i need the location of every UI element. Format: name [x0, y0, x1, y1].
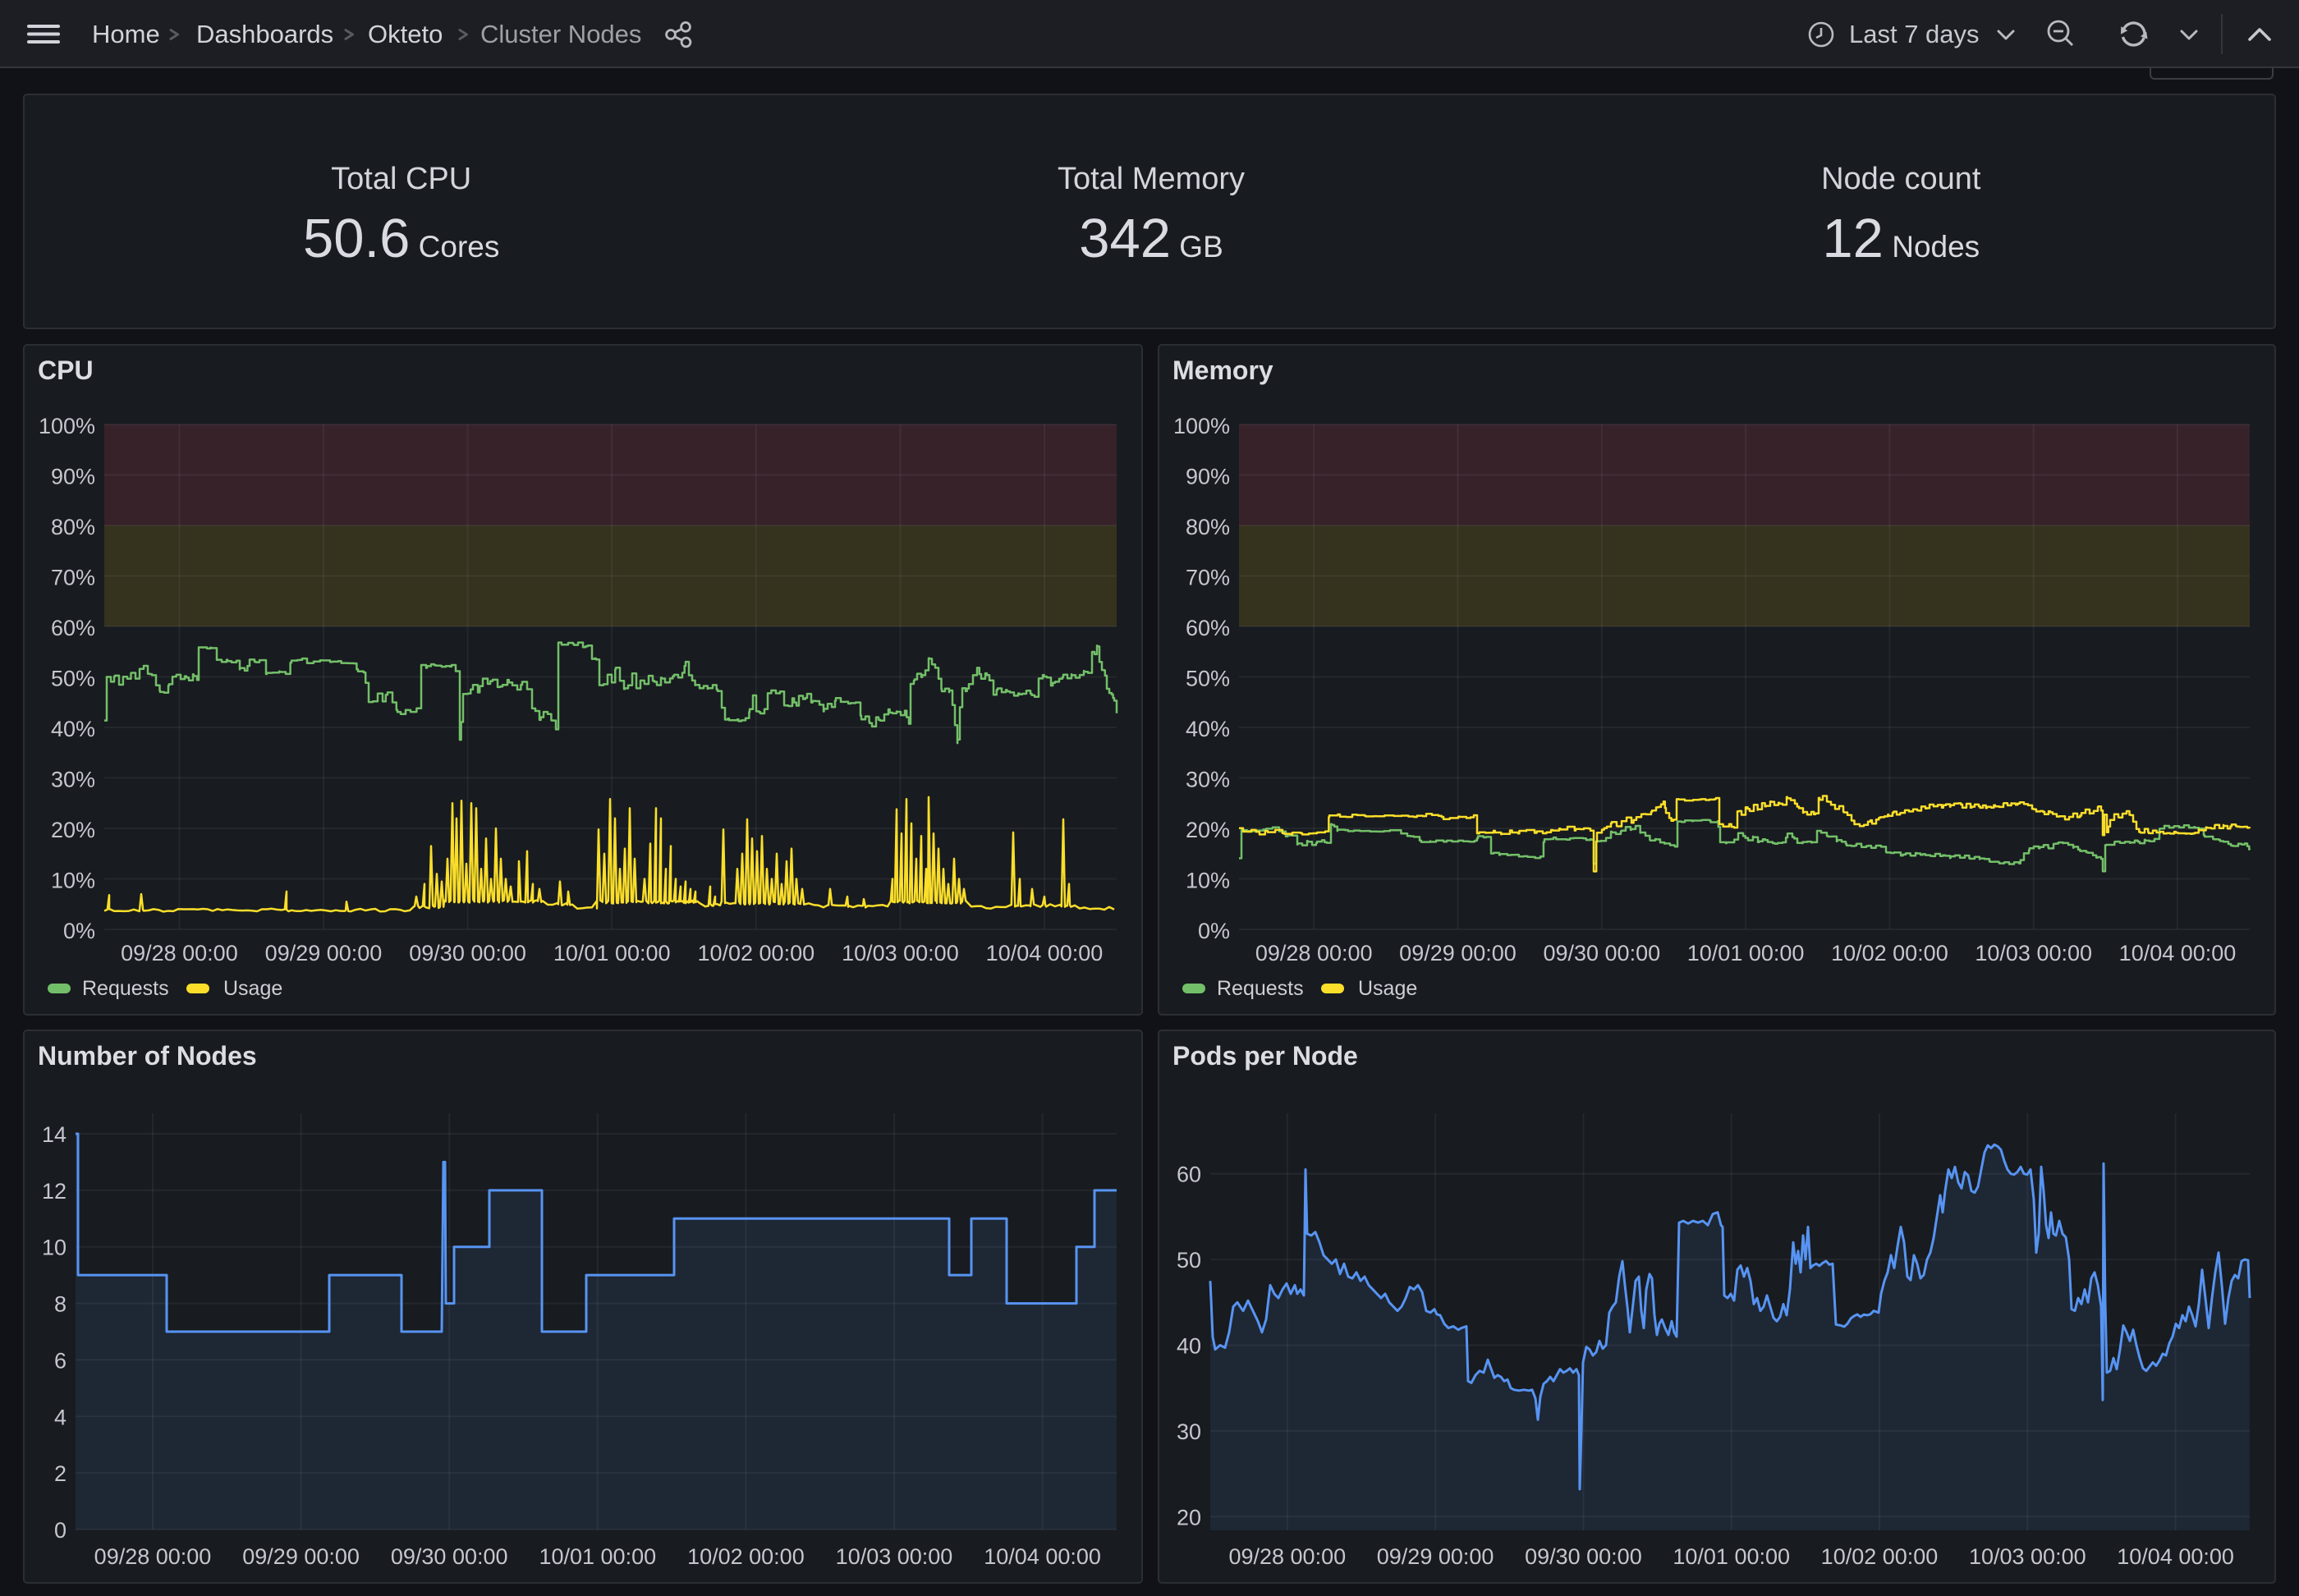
svg-text:10/03 00:00: 10/03 00:00 [1975, 941, 2092, 965]
svg-text:10: 10 [42, 1236, 67, 1260]
svg-text:90%: 90% [51, 465, 95, 489]
svg-text:70%: 70% [1186, 566, 1230, 590]
svg-text:60%: 60% [51, 616, 95, 640]
svg-text:2: 2 [54, 1461, 67, 1486]
svg-text:09/29 00:00: 09/29 00:00 [1377, 1544, 1494, 1569]
svg-text:Home: Home [92, 20, 160, 48]
svg-text:80%: 80% [51, 515, 95, 539]
svg-text:10/04 00:00: 10/04 00:00 [2119, 941, 2237, 965]
svg-text:Cluster Nodes: Cluster Nodes [480, 20, 641, 48]
svg-text:40: 40 [1177, 1334, 1201, 1359]
svg-text:Usage: Usage [223, 977, 282, 1000]
svg-text:10/03 00:00: 10/03 00:00 [842, 941, 959, 965]
svg-text:20: 20 [1177, 1505, 1201, 1530]
svg-text:100%: 100% [1173, 414, 1230, 438]
svg-text:09/28 00:00: 09/28 00:00 [1255, 941, 1373, 965]
svg-text:10%: 10% [51, 869, 95, 893]
svg-text:09/30 00:00: 09/30 00:00 [391, 1544, 508, 1569]
svg-text:Requests: Requests [82, 977, 169, 1000]
svg-text:Usage: Usage [1358, 977, 1417, 1000]
svg-text:6: 6 [54, 1348, 67, 1373]
svg-text:0%: 0% [63, 919, 95, 943]
svg-text:50%: 50% [51, 667, 95, 691]
svg-text:40%: 40% [1186, 717, 1230, 741]
svg-text:40%: 40% [51, 717, 95, 741]
svg-text:09/30 00:00: 09/30 00:00 [1543, 941, 1660, 965]
svg-text:09/29 00:00: 09/29 00:00 [1399, 941, 1517, 965]
svg-text:10/02 00:00: 10/02 00:00 [697, 941, 815, 965]
svg-text:10/03 00:00: 10/03 00:00 [836, 1544, 953, 1569]
svg-text:10/01 00:00: 10/01 00:00 [539, 1544, 656, 1569]
svg-text:100%: 100% [39, 414, 95, 438]
svg-text:14: 14 [42, 1122, 67, 1147]
svg-text:10/04 00:00: 10/04 00:00 [984, 1544, 1101, 1569]
svg-text:20%: 20% [1186, 818, 1230, 842]
svg-text:12: 12 [42, 1179, 67, 1204]
svg-text:09/28 00:00: 09/28 00:00 [121, 941, 238, 965]
svg-text:10/03 00:00: 10/03 00:00 [1969, 1544, 2086, 1569]
svg-text:10/02 00:00: 10/02 00:00 [1831, 941, 1948, 965]
svg-text:60: 60 [1177, 1163, 1201, 1187]
svg-text:09/30 00:00: 09/30 00:00 [1525, 1544, 1642, 1569]
svg-text:09/29 00:00: 09/29 00:00 [242, 1544, 360, 1569]
svg-text:10/02 00:00: 10/02 00:00 [1821, 1544, 1939, 1569]
svg-text:Last 7 days: Last 7 days [1849, 20, 1980, 48]
svg-text:50: 50 [1177, 1248, 1201, 1273]
svg-text:0%: 0% [1198, 919, 1230, 943]
svg-text:20%: 20% [51, 818, 95, 842]
svg-text:Okteto: Okteto [368, 20, 443, 48]
svg-text:10/02 00:00: 10/02 00:00 [687, 1544, 805, 1569]
svg-text:80%: 80% [1186, 515, 1230, 539]
svg-text:30: 30 [1177, 1419, 1201, 1444]
svg-text:09/29 00:00: 09/29 00:00 [265, 941, 383, 965]
svg-text:09/28 00:00: 09/28 00:00 [1228, 1544, 1346, 1569]
svg-text:10%: 10% [1186, 869, 1230, 893]
svg-text:Requests: Requests [1217, 977, 1304, 1000]
svg-text:30%: 30% [51, 768, 95, 792]
svg-text:50%: 50% [1186, 667, 1230, 691]
svg-text:09/30 00:00: 09/30 00:00 [409, 941, 526, 965]
svg-text:70%: 70% [51, 566, 95, 590]
svg-text:10/04 00:00: 10/04 00:00 [2117, 1544, 2234, 1569]
svg-text:10/01 00:00: 10/01 00:00 [1687, 941, 1805, 965]
svg-text:60%: 60% [1186, 616, 1230, 640]
svg-text:0: 0 [54, 1518, 67, 1543]
svg-text:09/28 00:00: 09/28 00:00 [94, 1544, 212, 1569]
svg-text:Dashboards: Dashboards [196, 20, 333, 48]
svg-text:10/01 00:00: 10/01 00:00 [553, 941, 671, 965]
svg-text:10/04 00:00: 10/04 00:00 [986, 941, 1104, 965]
svg-text:90%: 90% [1186, 465, 1230, 489]
svg-text:4: 4 [54, 1405, 67, 1429]
svg-text:30%: 30% [1186, 768, 1230, 792]
svg-text:10/01 00:00: 10/01 00:00 [1673, 1544, 1790, 1569]
svg-text:8: 8 [54, 1292, 67, 1317]
